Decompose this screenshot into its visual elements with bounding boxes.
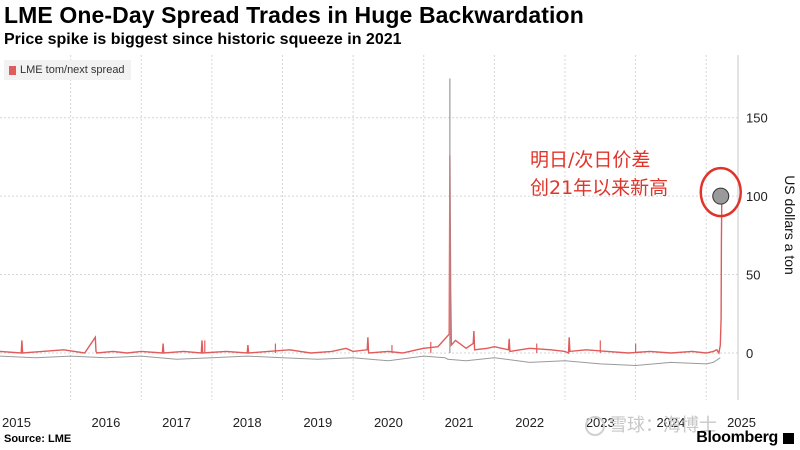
y-tick-label: 150 <box>746 111 768 126</box>
legend-label: LME tom/next spread <box>20 64 125 76</box>
series-line <box>0 155 723 355</box>
y-tick-label: 100 <box>746 189 768 204</box>
annotation-text: 明日/次日价差 创21年以来新高 <box>530 146 700 202</box>
brand-mark-icon <box>783 433 794 444</box>
chart-legend: LME tom/next spread <box>4 60 131 80</box>
source-note: Source: LME <box>4 433 72 445</box>
x-tick-label: 2024 <box>656 415 685 430</box>
x-tick-label: 2017 <box>162 415 191 430</box>
annotation-line-1: 明日/次日价差 <box>530 149 651 171</box>
y-tick-label: 50 <box>746 268 760 283</box>
highlight-point <box>712 187 730 205</box>
y-tick-label: 0 <box>746 346 753 361</box>
x-tick-label: 2020 <box>374 415 403 430</box>
watermark-text: 雪球：海博士 <box>609 415 717 436</box>
annotation-line-2: 创21年以来新高 <box>530 177 669 199</box>
chart-title: LME One-Day Spread Trades in Huge Backwa… <box>4 2 584 28</box>
x-tick-label: 2015 <box>2 415 31 430</box>
watermark: 雪球：海博士 <box>585 411 717 437</box>
brand-logo: Bloomberg <box>696 429 778 446</box>
series-line <box>0 355 721 367</box>
x-tick-label: 2019 <box>303 415 332 430</box>
chart-subtitle: Price spike is biggest since historic sq… <box>4 31 402 48</box>
x-tick-label: 2021 <box>445 415 474 430</box>
watermark-icon <box>585 416 605 436</box>
x-tick-label: 2018 <box>233 415 262 430</box>
x-tick-label: 2025 <box>727 415 756 430</box>
y-axis-label: US dollars a ton <box>782 175 798 275</box>
x-tick-label: 2016 <box>91 415 120 430</box>
x-tick-label: 2022 <box>515 415 544 430</box>
legend-swatch <box>9 65 16 75</box>
highlight-circle <box>699 166 743 218</box>
